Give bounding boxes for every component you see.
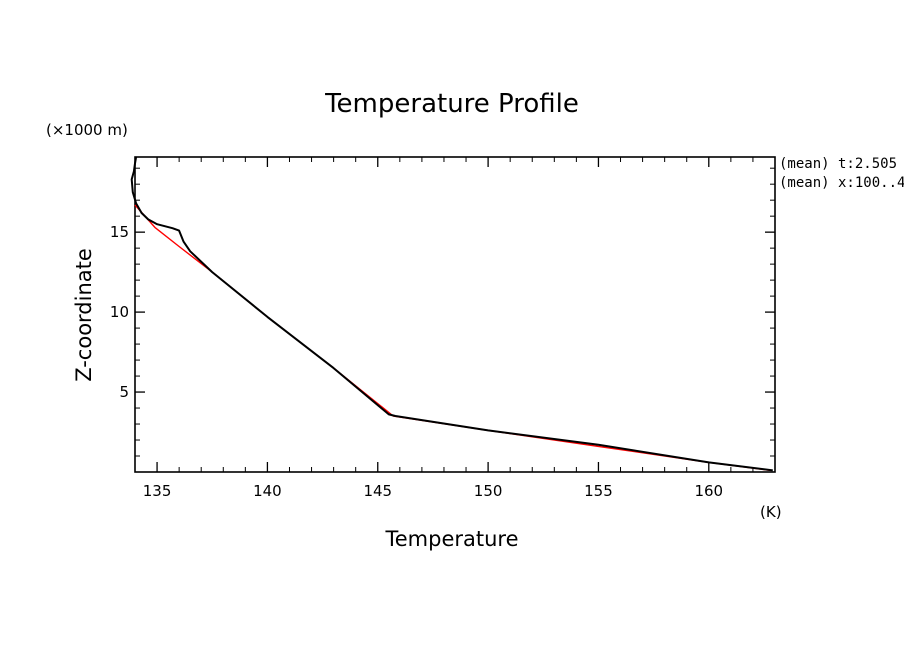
x-tick-label: 155	[584, 482, 613, 500]
x-tick-label: 150	[474, 482, 503, 500]
y-tick-label: 15	[110, 223, 129, 241]
series-line-red	[134, 204, 771, 472]
x-tick-label: 160	[694, 482, 723, 500]
data-series	[130, 156, 773, 472]
y-axis-unit: (×1000 m)	[46, 121, 128, 139]
y-tick-label: 5	[119, 383, 129, 401]
series-line-black	[130, 156, 773, 472]
y-axis-title: Z-coordinate	[72, 248, 96, 382]
x-tick-label: 140	[253, 482, 282, 500]
x-tick-label: 135	[143, 482, 172, 500]
annotation-mean-x: (mean) x:100..4	[779, 175, 904, 191]
x-tick-label: 145	[363, 482, 392, 500]
x-axis-title: Temperature	[384, 527, 518, 551]
plot-frame	[134, 156, 776, 473]
annotation-mean-t: (mean) t:2.505	[779, 156, 897, 172]
x-axis-unit: (K)	[760, 503, 782, 521]
chart-title: Temperature Profile	[324, 89, 579, 119]
y-tick-label: 10	[110, 303, 129, 321]
axis-ticks	[134, 157, 776, 472]
